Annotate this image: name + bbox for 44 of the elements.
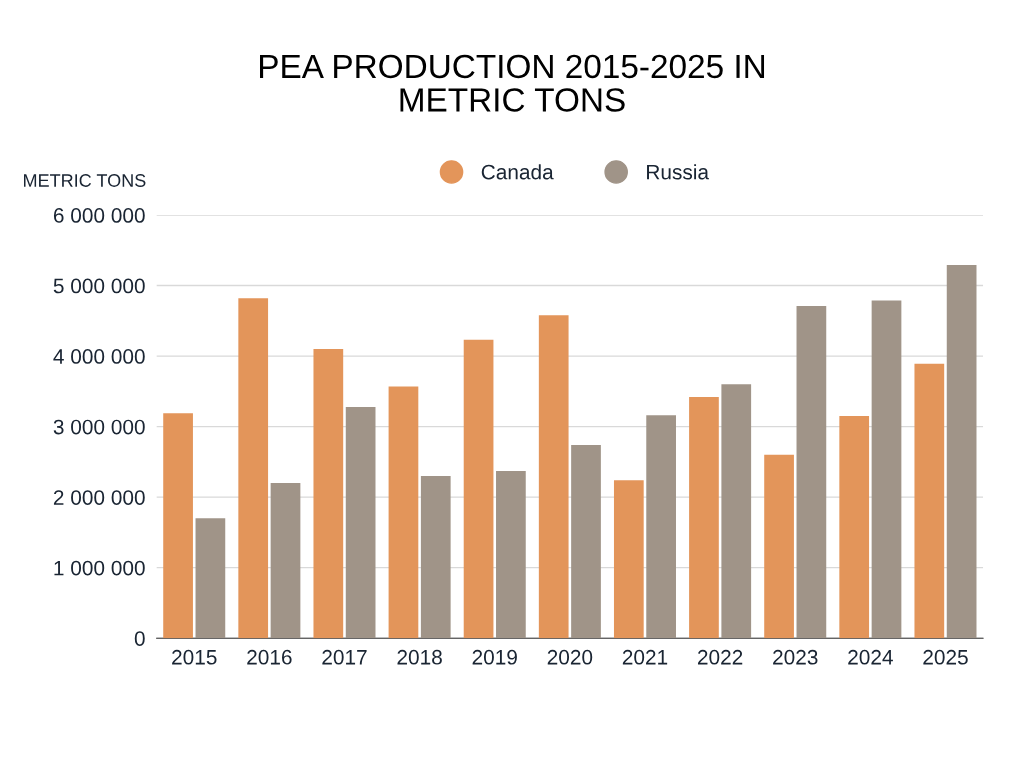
bar bbox=[689, 397, 719, 639]
bar bbox=[388, 386, 419, 639]
x-tick-label: 2015 bbox=[172, 649, 217, 665]
bar bbox=[345, 406, 376, 639]
bar bbox=[571, 444, 601, 639]
bar bbox=[313, 349, 344, 639]
y-tick-label: 1 000 000 bbox=[54, 560, 145, 576]
x-tick-label: 2017 bbox=[322, 649, 367, 665]
x-tick-label: 2022 bbox=[697, 649, 743, 665]
chart-title: PEA PRODUCTION 2015-2025 IN METRIC TONS bbox=[260, 54, 765, 112]
y-tick-label: 6 000 000 bbox=[53, 208, 145, 223]
bar bbox=[764, 454, 794, 639]
bar bbox=[721, 384, 752, 639]
x-tick-label: 2024 bbox=[848, 649, 893, 665]
legend-label: Russia bbox=[647, 164, 710, 180]
x-tick-label: 2016 bbox=[247, 649, 292, 665]
bar bbox=[463, 339, 494, 639]
legend-label: Canada bbox=[481, 164, 554, 180]
x-tick-label: 2018 bbox=[397, 649, 442, 665]
x-tick-label: 2021 bbox=[622, 649, 668, 665]
bar bbox=[238, 298, 269, 639]
x-tick-label: 2023 bbox=[773, 649, 818, 665]
y-tick-label: 4 000 000 bbox=[53, 349, 145, 364]
bar bbox=[538, 315, 569, 639]
y-tick-label: 3 000 000 bbox=[53, 419, 145, 435]
y-tick-label: 2 000 000 bbox=[53, 490, 145, 505]
bar bbox=[646, 415, 676, 639]
bar bbox=[796, 306, 827, 639]
bar bbox=[270, 483, 301, 639]
bar bbox=[163, 413, 193, 639]
y-axis-title: METRIC TONS bbox=[24, 174, 146, 187]
bar bbox=[613, 480, 644, 639]
bar bbox=[420, 475, 451, 639]
x-tick-label: 2025 bbox=[923, 649, 968, 665]
bar bbox=[871, 300, 902, 639]
y-tick-label: 0 bbox=[134, 631, 145, 646]
y-tick-label: 5 000 000 bbox=[53, 278, 145, 294]
x-tick-label: 2019 bbox=[472, 649, 517, 665]
bar bbox=[914, 363, 945, 639]
bar bbox=[839, 416, 870, 639]
bar bbox=[946, 265, 977, 639]
x-tick-label: 2020 bbox=[547, 649, 593, 665]
bar bbox=[195, 518, 226, 639]
bar bbox=[496, 471, 526, 639]
